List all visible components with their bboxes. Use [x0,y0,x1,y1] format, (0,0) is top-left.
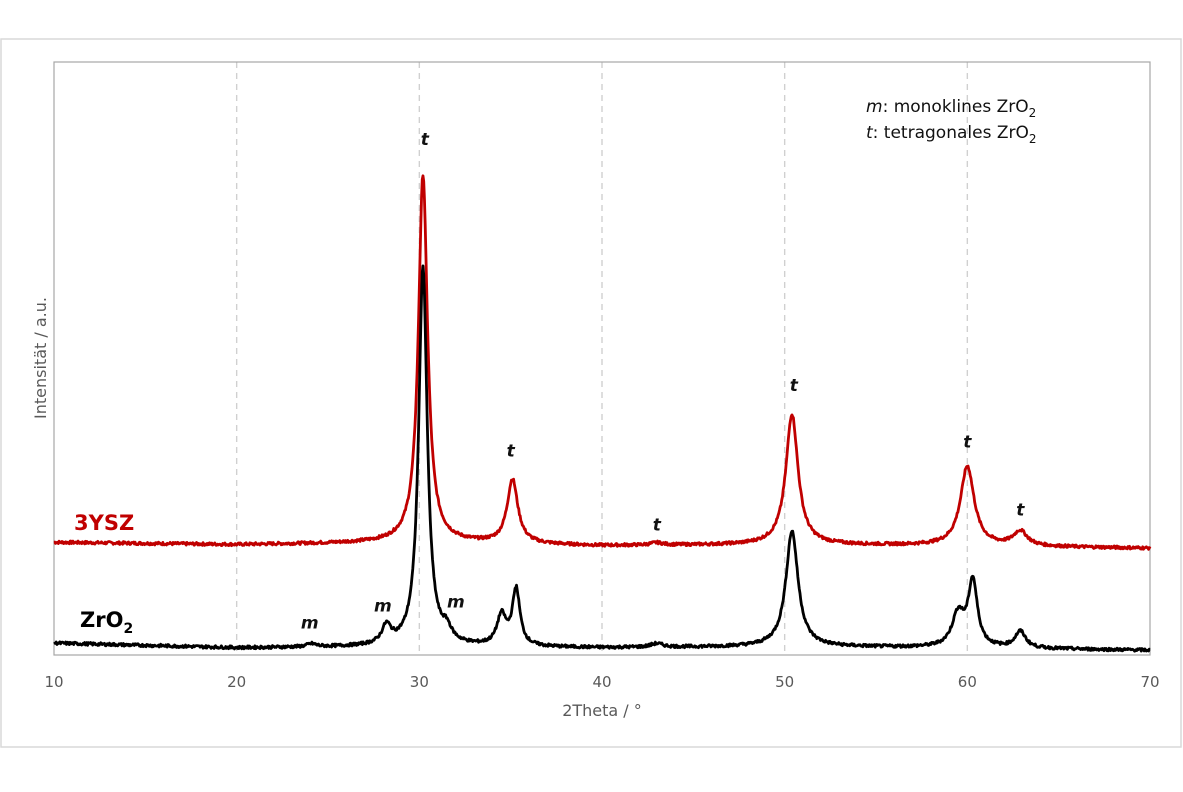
x-axis-label: 2Theta / ° [562,701,642,720]
x-tick-label-70: 70 [1140,673,1159,691]
x-tick-labels: 10 20 30 40 50 60 70 [44,673,1159,691]
legend-symbol-t: t [866,123,874,143]
plot-area [53,61,1151,656]
peak-annotation-t-0: t [421,130,430,150]
x-tick-label-10: 10 [44,673,63,691]
series-label-3ysz: 3YSZ [74,511,134,535]
x-tick-label-20: 20 [227,673,246,691]
series-line-zro2 [53,264,1151,653]
x-tick-label-40: 40 [592,673,611,691]
peak-annotation-m-6: m [301,613,319,633]
peak-annotation-t-2: t [653,515,662,535]
legend-line-tetragonales: t: tetragonales ZrO2 [866,123,1036,146]
y-axis-label: Intensität / a.u. [31,297,50,419]
legend-sub-m: 2 [1029,106,1037,120]
series-label-zro2-main: ZrO [80,608,123,632]
series-label-zro2: ZrO2 [80,608,133,637]
x-tick-label-50: 50 [775,673,794,691]
peak-annotation-t-5: t [1016,501,1025,521]
peak-annotation-m-8: m [447,593,465,613]
legend-symbol-m: m [866,97,883,117]
series-label-zro2-sub: 2 [123,621,133,637]
series-group [53,174,1152,653]
legend-sub-t: 2 [1029,132,1037,146]
peak-annotation-t-3: t [790,376,799,396]
legend-text-m: : monoklines ZrO [883,97,1029,117]
peak-annotation-m-7: m [374,597,392,617]
peak-annotations: t t t t t t m m m [301,130,1025,633]
peak-annotation-t-4: t [963,432,972,452]
x-tick-label-30: 30 [410,673,429,691]
legend-text-t: : tetragonales ZrO [873,123,1029,143]
legend-line-monoklines: m: monoklines ZrO2 [866,97,1036,120]
chart-border [0,38,1182,748]
x-tick-label-60: 60 [958,673,977,691]
series-line-3ysz [53,174,1152,551]
peak-annotation-t-1: t [507,441,516,461]
